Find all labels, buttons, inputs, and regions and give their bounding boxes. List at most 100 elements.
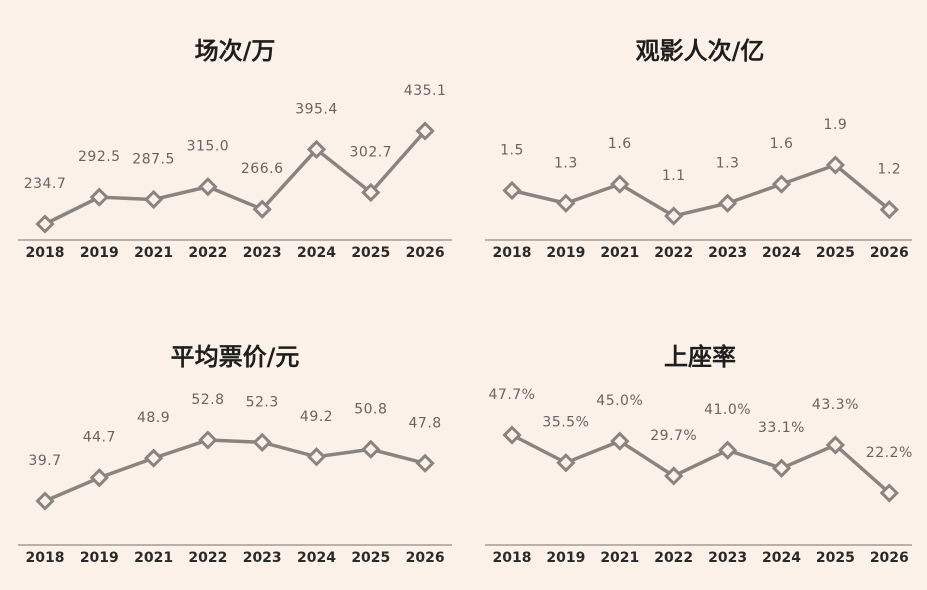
marker (361, 182, 381, 203)
marker (143, 448, 164, 468)
value-label: 43.3% (812, 397, 859, 413)
data-line (44, 438, 426, 503)
marker (771, 174, 792, 194)
value-label: 50.8 (354, 401, 387, 417)
x-tick-label: 2024 (762, 550, 801, 566)
marker (556, 453, 576, 473)
x-tick-label: 2022 (188, 550, 227, 566)
chart-title: 平均票价/元 (171, 343, 300, 371)
value-label: 22.2% (866, 445, 913, 461)
x-tick-label: 2024 (762, 245, 801, 261)
x-tick-label: 2018 (26, 245, 65, 261)
value-label: 1.3 (716, 155, 740, 171)
x-tick-label: 2024 (297, 550, 336, 566)
value-label: 33.1% (758, 420, 805, 436)
marker (771, 458, 792, 478)
x-tick-label: 2018 (493, 245, 532, 261)
value-label: 1.5 (500, 143, 524, 159)
x-tick-label: 2021 (134, 245, 173, 261)
value-label: 315.0 (187, 139, 230, 155)
marker (35, 214, 55, 234)
value-label: 41.0% (704, 402, 751, 418)
value-label: 29.7% (650, 428, 697, 444)
value-label: 47.8 (409, 415, 442, 431)
marker (415, 453, 435, 473)
x-tick-label: 2023 (243, 550, 282, 566)
x-tick-label: 2021 (600, 550, 639, 566)
marker (879, 483, 899, 503)
value-label: 52.3 (246, 394, 279, 410)
value-label: 35.5% (542, 415, 589, 431)
chart-title: 上座率 (664, 343, 736, 371)
value-label: 52.8 (191, 392, 224, 408)
marker (198, 177, 218, 197)
marker (717, 193, 738, 213)
marker (664, 466, 684, 486)
x-tick-label: 2021 (134, 550, 173, 566)
x-tick-label: 2022 (188, 245, 227, 261)
value-label: 39.7 (28, 453, 61, 469)
x-tick-label: 2025 (816, 245, 855, 261)
value-label: 395.4 (295, 101, 338, 117)
x-tick-label: 2025 (816, 550, 855, 566)
value-label: 302.7 (350, 144, 393, 160)
x-tick-label: 2018 (493, 550, 532, 566)
marker (502, 180, 522, 201)
marker (610, 431, 630, 451)
x-tick-label: 2019 (80, 550, 119, 566)
marker (89, 468, 109, 488)
value-label: 49.2 (300, 409, 333, 425)
x-tick-label: 2022 (654, 550, 693, 566)
x-tick-label: 2023 (708, 550, 747, 566)
marker (825, 435, 846, 455)
value-label: 1.6 (770, 136, 794, 152)
x-tick-label: 2024 (297, 245, 336, 261)
marker (361, 439, 381, 459)
value-label: 44.7 (83, 430, 116, 446)
chart-title: 场次/万 (195, 37, 276, 65)
chart-title: 观影人次/亿 (636, 37, 765, 65)
x-tick-label: 2026 (870, 550, 909, 566)
x-tick-label: 2025 (351, 245, 390, 261)
x-tick-label: 2026 (406, 550, 445, 566)
value-label: 287.5 (132, 151, 175, 167)
marker (610, 174, 630, 194)
marker (825, 155, 846, 175)
x-tick-label: 2019 (546, 245, 585, 261)
marker (664, 206, 684, 226)
x-tick-label: 2025 (351, 550, 390, 566)
x-tick-label: 2019 (546, 550, 585, 566)
value-label: 292.5 (78, 149, 121, 165)
marker (717, 440, 738, 460)
value-label: 435.1 (404, 83, 447, 99)
marker (306, 139, 327, 160)
x-tick-label: 2023 (243, 245, 282, 261)
marker (89, 187, 109, 207)
value-label: 1.9 (824, 117, 848, 133)
x-tick-label: 2019 (80, 245, 119, 261)
value-label: 234.7 (24, 176, 67, 192)
marker (415, 121, 435, 141)
data-line (511, 163, 891, 218)
value-label: 1.1 (662, 168, 686, 184)
x-tick-label: 2018 (26, 550, 65, 566)
marker (143, 189, 164, 210)
value-label: 1.6 (608, 136, 632, 152)
x-tick-label: 2026 (870, 245, 909, 261)
value-label: 45.0% (596, 393, 643, 409)
value-label: 47.7% (489, 387, 536, 403)
data-line (511, 433, 891, 495)
marker (306, 447, 327, 467)
x-tick-label: 2021 (600, 245, 639, 261)
x-tick-label: 2023 (708, 245, 747, 261)
marker (35, 491, 55, 511)
value-label: 266.6 (241, 161, 284, 177)
marker (252, 432, 272, 452)
marker (252, 199, 272, 219)
marker (879, 200, 899, 220)
marker (556, 193, 576, 213)
value-label: 1.3 (554, 155, 578, 171)
marker (502, 425, 522, 445)
